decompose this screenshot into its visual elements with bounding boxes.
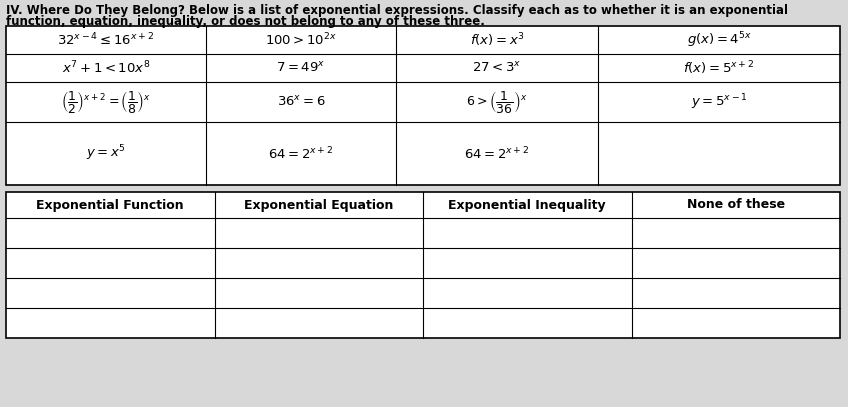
Bar [6,26,206,54]
Bar [598,26,840,54]
Bar [6,122,206,185]
Bar [6,26,840,185]
Bar [206,26,396,54]
Bar [6,192,840,338]
Bar [6,82,206,122]
Text: $36^x = 6$: $36^x = 6$ [276,95,326,109]
Text: $f(x) = x^3$: $f(x) = x^3$ [470,31,524,49]
Bar [206,82,396,122]
Bar [206,54,396,82]
Bar [6,192,840,338]
Text: $y = x^5$: $y = x^5$ [86,144,126,163]
Text: Exponential Inequality: Exponential Inequality [449,199,606,212]
Text: $100 > 10^{2x}$: $100 > 10^{2x}$ [265,32,337,48]
Text: $y = 5^{x-1}$: $y = 5^{x-1}$ [690,92,747,112]
Text: function, equation, inequality, or does not belong to any of these three.: function, equation, inequality, or does … [6,15,485,28]
Text: $7 = 49^x$: $7 = 49^x$ [276,61,326,75]
Bar [206,122,396,185]
Text: $32^{x-4} \leq 16^{x+2}$: $32^{x-4} \leq 16^{x+2}$ [58,32,154,48]
Bar [396,82,598,122]
Text: $64 = 2^{x+2}$: $64 = 2^{x+2}$ [464,145,530,162]
Text: None of these: None of these [687,199,784,212]
Text: $27 < 3^x$: $27 < 3^x$ [472,61,522,75]
Text: $x^7 + 1 < 10x^8$: $x^7 + 1 < 10x^8$ [62,60,150,76]
Bar [598,122,840,185]
Text: $6 > \left(\dfrac{1}{36}\right)^x$: $6 > \left(\dfrac{1}{36}\right)^x$ [466,89,527,115]
Text: $g(x) = 4^{5x}$: $g(x) = 4^{5x}$ [687,30,751,50]
Bar [598,54,840,82]
Bar [396,26,598,54]
Bar [598,82,840,122]
Text: $f(x) = 5^{x+2}$: $f(x) = 5^{x+2}$ [683,59,755,77]
Text: Exponential Equation: Exponential Equation [244,199,393,212]
Bar [396,54,598,82]
Text: $\left(\dfrac{1}{2}\right)^{x+2} = \left(\dfrac{1}{8}\right)^x$: $\left(\dfrac{1}{2}\right)^{x+2} = \left… [61,89,151,115]
Text: IV. Where Do They Belong? Below is a list of exponential expressions. Classify e: IV. Where Do They Belong? Below is a lis… [6,4,788,17]
Text: Exponential Function: Exponential Function [36,199,184,212]
Bar [6,54,206,82]
Text: $64 = 2^{x+2}$: $64 = 2^{x+2}$ [268,145,334,162]
Bar [396,122,598,185]
